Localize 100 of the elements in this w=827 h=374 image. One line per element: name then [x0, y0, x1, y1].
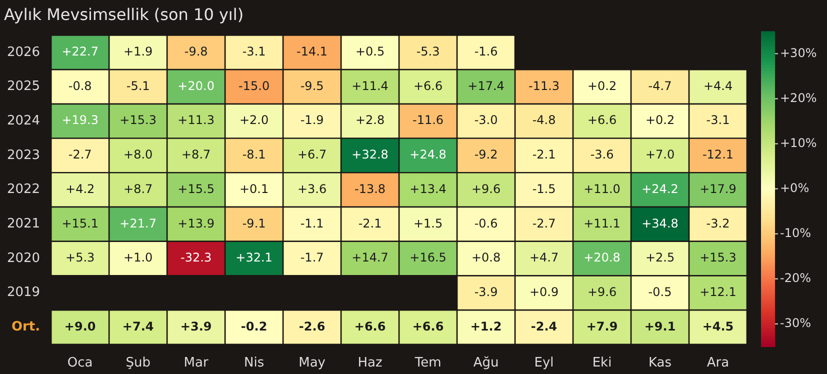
data-label: -14.1 — [296, 44, 328, 59]
y-tick-label: 2024 — [6, 113, 40, 128]
data-label: -32.3 — [180, 250, 212, 265]
data-label: +0.9 — [529, 284, 559, 299]
data-label: -9.1 — [242, 216, 266, 230]
data-label: +1.2 — [470, 319, 502, 334]
y-tick-label: 2023 — [6, 148, 40, 163]
data-label: +15.3 — [120, 113, 156, 128]
y-tick-label: Ort. — [11, 320, 40, 335]
data-label: +3.6 — [297, 182, 327, 196]
x-tick-label: Kas — [648, 356, 672, 371]
chart-title: Aylık Mevsimsellik (son 10 yıl) — [4, 4, 244, 24]
data-label: +22.7 — [62, 44, 98, 59]
data-label: +11.4 — [352, 78, 388, 93]
data-label: +1.9 — [124, 44, 153, 59]
data-label: +0.8 — [471, 250, 501, 265]
data-label: +9.1 — [644, 319, 676, 334]
color-bar-label: -30% — [780, 316, 812, 330]
data-label: +7.9 — [586, 319, 618, 334]
data-label: +2.8 — [355, 113, 385, 128]
data-label: +32.8 — [352, 148, 388, 162]
data-label: -2.1 — [532, 148, 556, 162]
data-label: -0.5 — [648, 284, 672, 299]
data-label: +4.5 — [702, 319, 734, 334]
data-label: +24.2 — [642, 182, 678, 196]
x-tick-label: Ara — [706, 356, 730, 371]
data-label: +6.6 — [354, 319, 386, 334]
color-bar-label: +30% — [780, 46, 817, 60]
data-label: +4.4 — [703, 78, 733, 93]
data-label: +4.2 — [66, 182, 95, 196]
data-label: -1.6 — [474, 44, 498, 59]
data-label: -11.6 — [412, 113, 444, 128]
data-label: -2.4 — [530, 319, 558, 334]
x-tick-label: May — [298, 356, 326, 371]
data-label: +34.8 — [642, 216, 678, 230]
data-label: -3.2 — [706, 216, 730, 230]
data-label: -11.3 — [528, 78, 560, 93]
data-label: -5.3 — [416, 44, 440, 59]
data-label: +8.7 — [124, 182, 153, 196]
data-label: +8.7 — [181, 148, 211, 162]
data-label: +6.6 — [587, 113, 617, 128]
data-label: +8.0 — [124, 148, 153, 162]
data-label: -3.0 — [474, 113, 498, 128]
data-label: +17.4 — [468, 78, 504, 93]
data-label: -1.9 — [300, 113, 324, 128]
data-label: +15.3 — [700, 250, 736, 265]
data-label: +20.8 — [584, 250, 620, 265]
data-label: -0.6 — [474, 216, 498, 230]
data-label: +11.1 — [584, 216, 620, 230]
data-label: -0.8 — [68, 78, 92, 93]
color-bar-label: +10% — [780, 136, 817, 150]
data-label: -8.1 — [242, 148, 266, 162]
color-bar-label: -10% — [780, 226, 812, 240]
data-label: +11.3 — [178, 113, 214, 128]
data-label: +21.7 — [120, 216, 156, 230]
y-tick-label: 2026 — [6, 44, 40, 60]
data-label: +9.0 — [64, 319, 96, 334]
data-label: +5.3 — [66, 250, 95, 265]
data-label: +3.9 — [180, 319, 212, 334]
data-label: +2.0 — [239, 113, 269, 128]
data-label: +0.2 — [587, 78, 617, 93]
x-tick-label: Haz — [358, 356, 382, 371]
data-label: +0.2 — [645, 113, 675, 128]
color-bar-label: -20% — [780, 270, 812, 285]
data-label: +14.7 — [352, 250, 388, 265]
data-label: -0.2 — [240, 319, 268, 334]
data-label: -1.1 — [300, 216, 324, 230]
y-tick-label: 2020 — [6, 250, 40, 266]
data-label: -3.1 — [706, 113, 730, 128]
data-label: -9.8 — [184, 44, 208, 59]
y-tick-label: 2019 — [6, 285, 40, 300]
data-label: +15.5 — [178, 182, 214, 196]
data-label: -15.0 — [238, 78, 270, 93]
x-tick-label: Nis — [244, 356, 264, 371]
data-label: +32.1 — [236, 250, 272, 265]
data-label: +6.6 — [412, 319, 444, 334]
y-tick-label: 2025 — [6, 79, 40, 94]
data-label: -3.1 — [242, 44, 266, 59]
y-tick-label: 2021 — [6, 216, 40, 232]
data-label: +11.0 — [584, 182, 620, 196]
data-label: +1.5 — [413, 216, 443, 230]
data-label: -3.9 — [474, 284, 498, 299]
data-label: +24.8 — [410, 148, 446, 162]
data-label: -9.5 — [300, 78, 324, 93]
color-bar-label: +0% — [780, 180, 810, 195]
data-label: +2.5 — [645, 250, 675, 265]
data-label: -9.2 — [474, 148, 498, 162]
data-label: +13.4 — [410, 182, 446, 196]
data-label: +9.6 — [471, 182, 501, 196]
data-label: +15.1 — [62, 216, 98, 230]
data-label: +16.5 — [410, 250, 446, 265]
data-label: -3.6 — [590, 148, 614, 162]
data-label: +13.9 — [178, 216, 214, 230]
x-tick-label: Oca — [67, 356, 93, 371]
data-label: +7.4 — [122, 319, 154, 334]
data-label: +20.0 — [178, 78, 214, 93]
data-label: +12.1 — [700, 284, 736, 299]
x-tick-label: Ağu — [473, 356, 499, 371]
data-label: -4.7 — [648, 78, 672, 93]
data-label: -2.7 — [68, 148, 92, 162]
